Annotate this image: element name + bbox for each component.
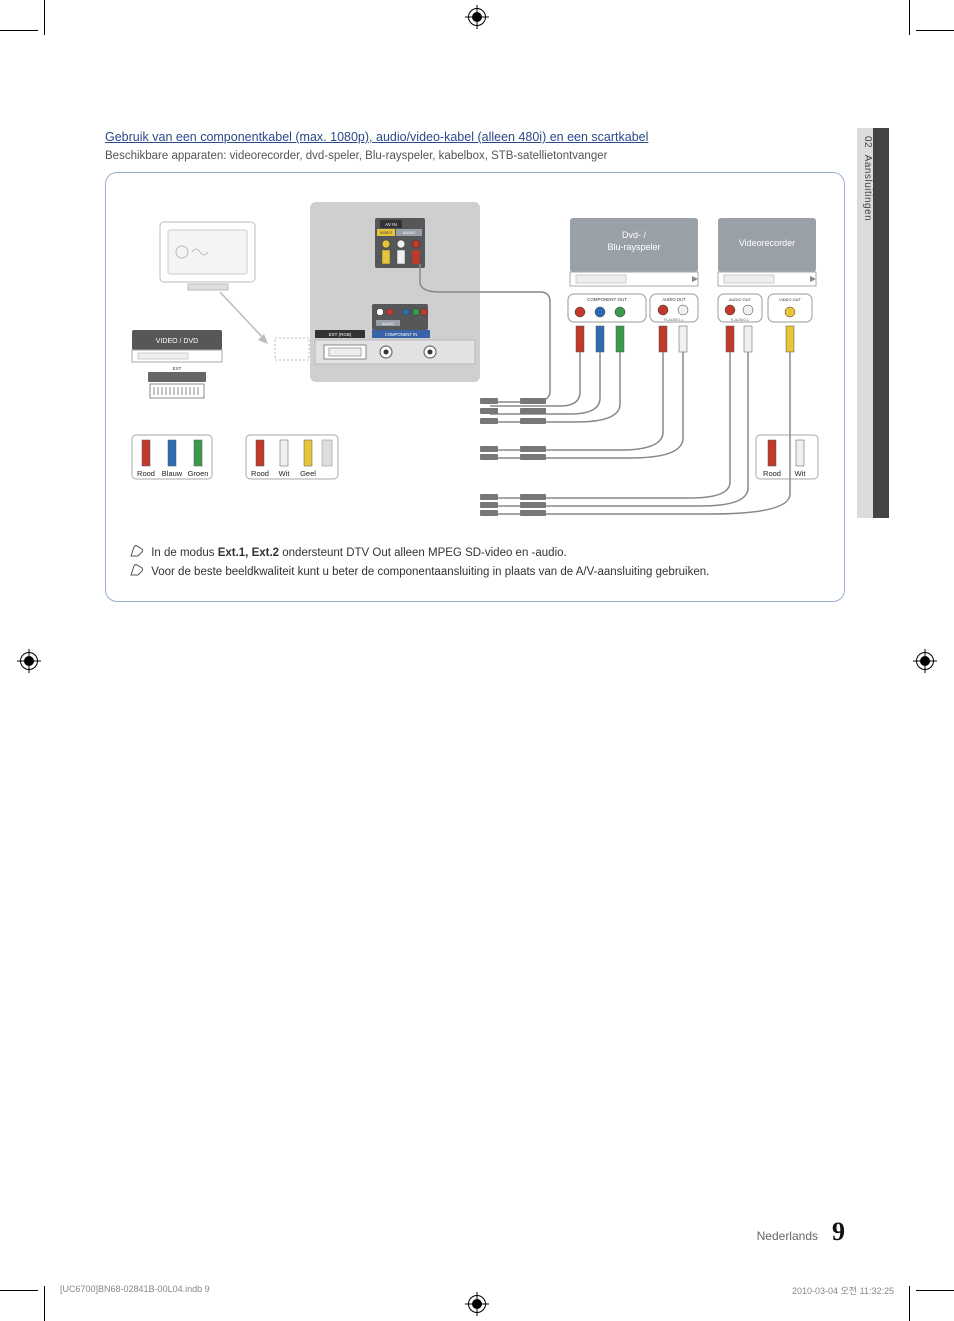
ext-chip [148,372,206,382]
chapter-number: 02 [862,136,873,148]
device1-line1: Dvd- / [622,230,647,240]
crop-mark [916,30,954,31]
note-2: Voor de beste beeldkwaliteit kunt u bete… [130,563,820,583]
crop-mark [44,0,45,35]
audio-label: AUDIO [403,230,416,235]
registration-mark-icon [20,652,38,670]
connector-group-2: Rood Wit Geel [246,435,338,479]
section-title: Gebruik van een componentkabel (max. 108… [105,130,845,144]
chapter-title: Aansluitingen [862,155,873,222]
svg-text:AUDIO: AUDIO [382,322,394,326]
svg-text:Blauw: Blauw [162,469,183,478]
registration-mark-icon [468,1295,486,1313]
svg-text:R-AUDIO-L: R-AUDIO-L [664,318,683,322]
svg-text:AUDIO OUT: AUDIO OUT [729,297,752,302]
crop-mark [909,1286,910,1321]
video-dvd-label: VIDEO / DVD [156,338,198,345]
arrow-icon [220,292,309,360]
tv-icon [160,222,255,290]
note-2-text: Voor de beste beeldkwaliteit kunt u bete… [151,566,709,578]
svg-text:Wit: Wit [279,469,291,478]
note-icon [130,564,144,576]
print-timestamp: 2010-03-04 오전 11:32:25 [792,1284,894,1297]
svg-text:Rood: Rood [137,469,155,478]
crop-mark [0,30,38,31]
vcr-device: Videorecorder AUDIO OUT R-AUDIO-L VIDEO … [718,218,816,322]
svg-text:VIDEO: VIDEO [380,230,392,235]
connector-group-1: Rood Blauw Groen [132,435,212,479]
ext-label: EXT [173,366,182,371]
page-footer: Nederlands 9 [105,1217,845,1247]
print-footer: [UC6700]BN68-02841B-00L04.indb 9 2010-03… [60,1284,894,1297]
section-subtitle: Beschikbare apparaten: videorecorder, dv… [105,150,845,162]
svg-text:Rood: Rood [251,469,269,478]
registration-mark-icon [468,8,486,26]
chapter-tab-accent [873,128,889,518]
svg-text:Rood: Rood [763,469,781,478]
dvd-bluray-device: Dvd- / Blu-rayspeler COMPONENT OUT AUDIO… [568,218,698,322]
print-file-name: [UC6700]BN68-02841B-00L04.indb 9 [60,1284,210,1297]
footer-language: Nederlands [757,1229,818,1243]
connector-group-3: Rood Wit [756,435,818,479]
registration-mark-icon [916,652,934,670]
device2-title: Videorecorder [739,238,795,248]
diagram-svg: VIDEO / DVD EXT [120,187,830,527]
avin-label: AV IN [385,222,396,227]
svg-text:R-AUDIO-L: R-AUDIO-L [731,318,749,322]
page-number: 9 [832,1217,845,1247]
audio-out-label: AUDIO OUT [662,297,686,302]
note-icon [130,545,144,557]
ext-rgb-label: EXT (RGB) [329,332,352,337]
crop-mark [909,0,910,35]
svg-text:Groen: Groen [188,469,209,478]
device-plugs-icon [576,326,794,352]
component-in-label: COMPONENT IN [385,332,418,337]
note-1-suffix: ondersteunt DTV Out alleen MPEG SD-video… [279,547,567,559]
svg-text:Geel: Geel [300,469,316,478]
crop-mark [44,1286,45,1321]
connection-diagram: VIDEO / DVD EXT [105,172,845,602]
device1-line2: Blu-rayspeler [607,242,660,252]
crop-mark [0,1290,38,1291]
svg-text:Wit: Wit [795,469,807,478]
crop-mark [916,1290,954,1291]
note-1-prefix: In de modus [151,547,217,559]
note-1-bold: Ext.1, Ext.2 [218,547,279,559]
chapter-tab-label: 02 Aansluitingen [857,128,873,518]
note-1: In de modus Ext.1, Ext.2 ondersteunt DTV… [130,544,820,564]
chapter-tab: 02 Aansluitingen [857,128,889,518]
video-out-label: VIDEO OUT [779,297,802,302]
component-out-label: COMPONENT OUT [587,297,627,302]
scart-connector-icon [150,384,204,398]
